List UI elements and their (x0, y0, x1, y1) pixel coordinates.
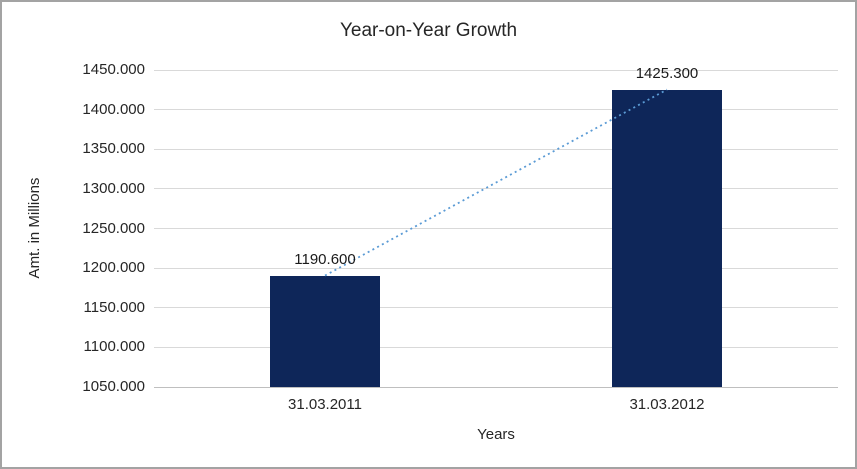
x-axis-title: Years (477, 426, 515, 443)
chart-title: Year-on-Year Growth (339, 20, 518, 41)
y-tick-label: 1250.000 (82, 219, 145, 237)
bar (270, 275, 380, 387)
y-tick-label: 1150.000 (83, 298, 145, 316)
gridline (154, 109, 838, 111)
plot-area (154, 69, 838, 388)
x-tick-label: 31.03.2011 (288, 396, 362, 413)
gridline (154, 148, 838, 150)
bar-value-label: 1425.300 (635, 64, 699, 82)
y-tick-label: 1350.000 (82, 140, 145, 158)
x-tick-label: 31.03.2012 (629, 396, 705, 413)
gridline (154, 228, 838, 229)
gridline (154, 69, 838, 71)
y-tick-label: 1300.000 (82, 179, 145, 197)
y-tick-label: 1200.000 (82, 259, 145, 277)
x-axis-line (154, 386, 838, 388)
y-axis-title: Amt. in Millions (26, 177, 43, 279)
bar-value-label: 1190.600 (294, 250, 356, 268)
gridline (154, 188, 838, 190)
gridline (154, 346, 838, 348)
y-tick-label: 1100.000 (83, 338, 145, 356)
y-tick-label: 1400.000 (82, 100, 145, 118)
y-tick-label: 1450.000 (82, 61, 145, 78)
y-tick-label: 1050.000 (82, 378, 145, 395)
bar (612, 89, 722, 387)
gridline (154, 307, 838, 309)
